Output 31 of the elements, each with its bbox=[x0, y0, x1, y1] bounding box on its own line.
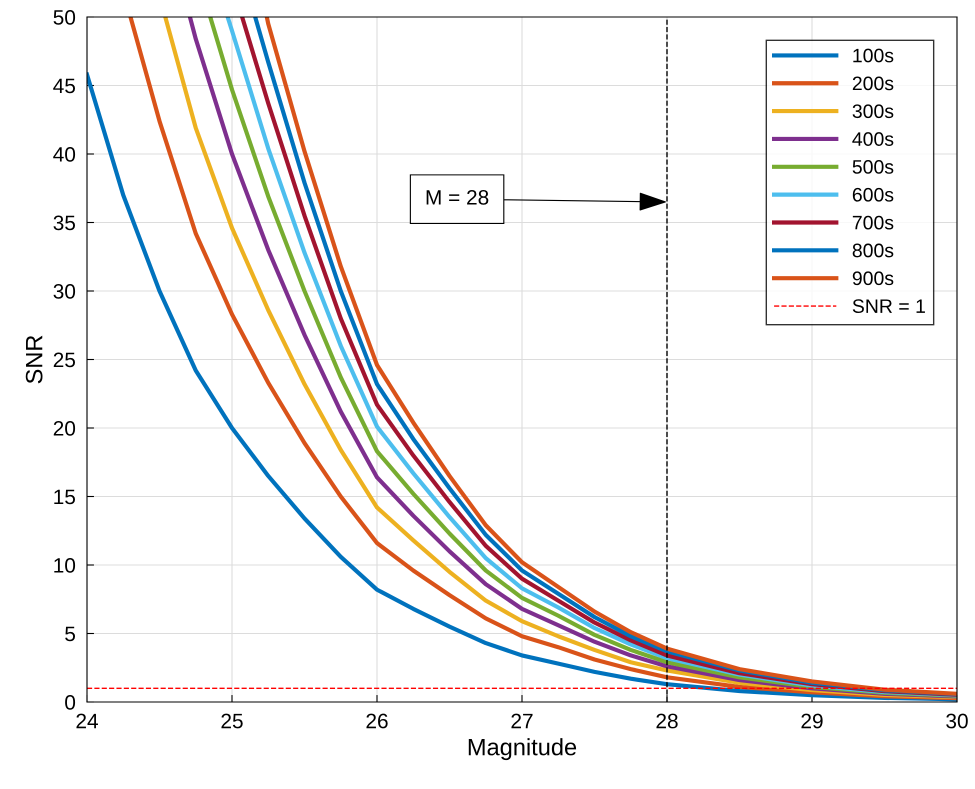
legend-label: 300s bbox=[852, 104, 894, 118]
legend-label: 500s bbox=[852, 160, 894, 174]
legend-label: 800s bbox=[852, 244, 894, 258]
legend-label: 900s bbox=[852, 271, 894, 286]
y-tick-label: 15 bbox=[54, 490, 76, 504]
legend-label: 700s bbox=[852, 216, 894, 230]
legend-label: 100s bbox=[853, 48, 894, 62]
x-tick-label: 26 bbox=[366, 714, 388, 728]
legend-label: 400s bbox=[852, 132, 894, 146]
x-axis-title: Magnitude bbox=[468, 738, 576, 760]
y-tick-label: 40 bbox=[53, 147, 76, 162]
x-tick-label: 30 bbox=[946, 714, 968, 728]
y-tick-label: 20 bbox=[54, 421, 76, 436]
y-tick-label: 50 bbox=[54, 10, 76, 25]
annotation: M = 28 bbox=[426, 190, 488, 205]
x-tick-label: 25 bbox=[221, 714, 243, 728]
y-tick-label: 25 bbox=[54, 352, 76, 368]
y-tick-label: 5 bbox=[65, 626, 76, 642]
y-tick-label: 45 bbox=[53, 78, 76, 94]
x-tick-label: 29 bbox=[801, 714, 823, 728]
x-tick-label: 24 bbox=[76, 714, 98, 728]
x-tick-label: 27 bbox=[511, 714, 533, 728]
x-tick-label: 28 bbox=[656, 714, 678, 728]
legend-label: 200s bbox=[852, 76, 894, 90]
y-tick-label: 30 bbox=[54, 284, 76, 299]
y-axis-title: SNR bbox=[26, 336, 42, 384]
legend-label: SNR = 1 bbox=[852, 299, 925, 314]
legend-label: 600s bbox=[852, 188, 894, 202]
y-tick-label: 10 bbox=[54, 558, 76, 573]
y-tick-label: 0 bbox=[65, 695, 76, 710]
y-tick-label: 35 bbox=[54, 216, 76, 230]
